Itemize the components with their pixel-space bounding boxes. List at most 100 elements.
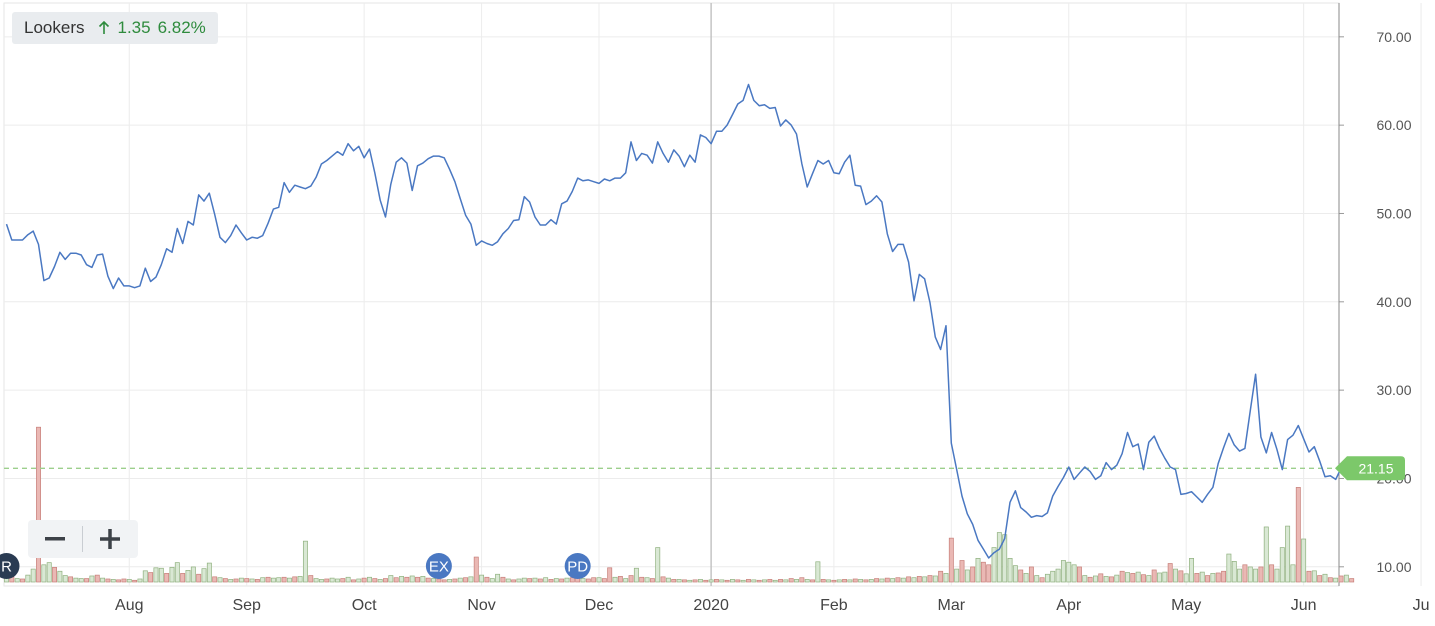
volume-bar: [116, 579, 122, 583]
volume-bar: [142, 570, 148, 583]
volume-bar: [895, 577, 901, 583]
volume-bar: [756, 579, 762, 583]
volume-bar: [1311, 570, 1317, 583]
volume-bar: [826, 579, 832, 583]
volume-bar: [527, 578, 533, 583]
volume-bar: [708, 579, 714, 583]
volume-bar: [943, 573, 949, 583]
volume-bar: [714, 579, 719, 583]
volume-bar: [180, 573, 186, 583]
event-flag-ex: [425, 553, 452, 579]
volume-bar: [1125, 572, 1130, 583]
volume-bar: [612, 576, 618, 583]
volume-bar: [1098, 573, 1104, 583]
volume-bar: [740, 579, 746, 583]
last-price-label: 21.15: [1358, 460, 1393, 476]
volume-bar: [351, 579, 356, 583]
volume-bar: [847, 579, 853, 583]
volume-bar: [100, 577, 106, 583]
volume-bar: [1237, 568, 1243, 583]
volume-bar: [633, 567, 639, 583]
volume-bar: [954, 568, 960, 583]
volume-bar: [511, 579, 517, 583]
volume-bar: [996, 532, 1002, 583]
volume-bar: [735, 579, 741, 583]
volume-bar: [105, 578, 111, 583]
x-tick-label: Feb: [820, 597, 848, 614]
y-tick-label: 50.00: [1376, 205, 1411, 221]
volume-bar: [260, 577, 266, 583]
volume-bar: [1327, 577, 1333, 583]
volume-bar: [1012, 565, 1018, 583]
volume-bar: [78, 578, 84, 583]
volume-bar: [692, 579, 698, 583]
volume-bar: [1274, 568, 1280, 583]
volume-bar: [52, 567, 57, 583]
volume-bar: [1258, 566, 1264, 583]
volume-bar: [281, 576, 287, 583]
volume-bar: [628, 575, 634, 583]
x-tick-label: Sep: [232, 597, 261, 614]
volume-bar: [1343, 574, 1349, 583]
volume-bar: [286, 577, 292, 583]
volume-bar: [436, 578, 442, 583]
volume-bar: [564, 577, 570, 583]
up-arrow-icon: [99, 21, 110, 34]
volume-bar: [233, 578, 239, 583]
volume-bar: [537, 578, 543, 583]
volume-bar: [404, 576, 410, 583]
volume-bar: [671, 579, 677, 583]
volume-bar: [1349, 578, 1355, 583]
volume-bar: [1007, 557, 1013, 583]
volume-bar: [607, 567, 613, 583]
volume-bar: [724, 579, 730, 583]
volume-bar: [340, 578, 346, 583]
series-name: Lookers: [24, 18, 85, 37]
volume-bar: [1263, 526, 1269, 583]
zoom-controls: [28, 520, 138, 558]
volume-bar: [94, 574, 100, 583]
x-tick-label: Apr: [1056, 597, 1082, 614]
zoom-divider: [82, 526, 83, 552]
y-tick-label: 40.00: [1376, 294, 1411, 310]
volume-bar: [681, 579, 687, 583]
volume-bar: [308, 575, 314, 583]
volume-bar: [270, 577, 276, 583]
x-tick-label: Aug: [115, 597, 143, 614]
y-tick-label: 60.00: [1376, 117, 1411, 133]
volume-bar: [324, 578, 330, 583]
volume-bar: [591, 577, 597, 583]
volume-bar: [174, 562, 180, 583]
volume-bar: [495, 573, 501, 583]
volume-bar: [345, 576, 351, 583]
volume-bar: [297, 576, 303, 583]
volume-bar: [596, 577, 602, 583]
volume-bar: [938, 570, 944, 583]
zoom-out-button[interactable]: [28, 520, 82, 558]
volume-bar: [196, 573, 202, 583]
volume-bar: [815, 561, 821, 583]
volume-bar: [68, 576, 74, 583]
volume-bar: [1044, 573, 1050, 583]
volume-bar: [911, 577, 917, 583]
volume-bar: [601, 578, 607, 583]
volume-bar: [975, 557, 981, 583]
x-tick-label: Nov: [467, 597, 495, 614]
zoom-in-button[interactable]: [83, 520, 137, 558]
volume-bar: [399, 576, 404, 583]
volume-bar: [1018, 569, 1024, 583]
x-tick-label: 2020: [693, 597, 729, 614]
volume-bar: [158, 567, 164, 583]
volume-bar: [767, 579, 773, 583]
volume-bar: [335, 578, 340, 583]
volume-bar: [1034, 575, 1040, 583]
volume-bar: [388, 575, 394, 583]
volume-bar: [1087, 576, 1093, 583]
volume-bar: [772, 579, 778, 583]
volume-bar: [1290, 564, 1296, 583]
volume-bar: [479, 574, 485, 583]
event-flag-label: R: [1, 559, 12, 576]
volume-bar: [415, 576, 420, 583]
